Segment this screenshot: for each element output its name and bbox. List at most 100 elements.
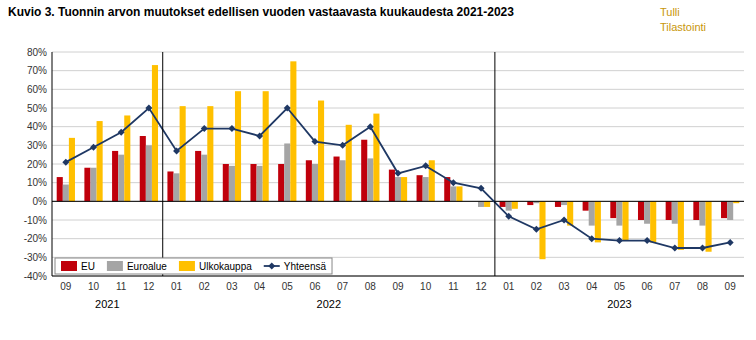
group-divider [162, 52, 163, 276]
bar [373, 114, 379, 202]
marker [62, 159, 69, 166]
legend-swatch [61, 261, 77, 271]
bar [555, 201, 561, 207]
bar [152, 65, 158, 201]
bar [167, 171, 173, 201]
bar [417, 175, 423, 201]
bar [699, 201, 705, 225]
marker [478, 185, 485, 192]
bar [512, 201, 518, 208]
bar [622, 201, 628, 240]
bar [506, 201, 512, 210]
x-tick-label: 12 [475, 281, 487, 292]
marker [561, 217, 568, 224]
x-tick-label: 08 [365, 281, 377, 292]
legend: EUEuroalueUlkokauppaYhteensä [55, 258, 332, 274]
bar [666, 201, 672, 220]
legend-frame [55, 258, 332, 274]
x-tick-label: 09 [725, 281, 737, 292]
x-tick-label: 01 [503, 281, 515, 292]
bar [201, 155, 207, 202]
marker [533, 226, 540, 233]
title: Kuvio 3. Tuonnin arvon muutokset edellis… [8, 5, 514, 19]
x-tick-label: 04 [586, 281, 598, 292]
marker [505, 213, 512, 220]
y-tick-label: -30% [24, 252, 47, 263]
y-tick-label: 50% [27, 103, 47, 114]
bar [97, 121, 103, 201]
bar [644, 201, 650, 223]
bar [583, 201, 589, 210]
bar [638, 201, 644, 220]
y-tick-label: 30% [27, 140, 47, 151]
bar [589, 201, 595, 225]
x-tick-label: 05 [282, 281, 294, 292]
bar [610, 201, 616, 218]
bar [456, 186, 462, 201]
group-label: 2021 [95, 298, 119, 310]
x-tick-label: 11 [116, 281, 127, 292]
bar [693, 201, 699, 220]
bar [84, 168, 90, 202]
bar [250, 164, 256, 201]
marker [145, 105, 152, 112]
marker [588, 235, 595, 242]
legend-label: Yhteensä [284, 261, 327, 272]
line [66, 108, 730, 248]
x-tick-label: 07 [337, 281, 349, 292]
marker [395, 170, 402, 177]
x-tick-label: 01 [171, 281, 183, 292]
bar [616, 201, 622, 225]
bar [650, 201, 656, 242]
marker [201, 125, 208, 132]
bar [284, 143, 290, 201]
x-tick-label: 03 [226, 281, 238, 292]
marker [727, 239, 734, 246]
bar [57, 177, 63, 201]
bar [174, 173, 180, 201]
marker [284, 105, 291, 112]
bar [140, 136, 146, 201]
legend-swatch [268, 263, 275, 270]
x-tick-label: 06 [642, 281, 654, 292]
bar [207, 106, 213, 201]
grid-line [52, 238, 744, 239]
marker [671, 245, 678, 252]
marker [228, 125, 235, 132]
bar [223, 164, 229, 201]
x-tick-label: 09 [60, 281, 72, 292]
legend-swatch [179, 261, 195, 271]
bar-series [63, 143, 733, 225]
grid-line [52, 52, 744, 53]
legend-label: Euroalue [127, 261, 167, 272]
bar [195, 151, 201, 201]
marker [699, 245, 706, 252]
bar [429, 160, 435, 201]
marker [450, 179, 457, 186]
group-label: 2022 [317, 298, 341, 310]
marker [367, 123, 374, 130]
x-tick-label: 04 [254, 281, 266, 292]
bar [290, 61, 296, 201]
bar [500, 201, 506, 207]
marker [422, 162, 429, 169]
bar [678, 201, 684, 250]
bar [235, 91, 241, 201]
y-tick-label: 80% [27, 47, 47, 58]
bar [706, 201, 712, 251]
bar [423, 177, 429, 201]
y-tick-label: 70% [27, 65, 47, 76]
y-tick-label: -40% [24, 271, 47, 282]
legend-item: Ulkokauppa [179, 261, 252, 272]
y-tick-label: -10% [24, 215, 47, 226]
y-tick-label: 0% [33, 196, 48, 207]
bar [450, 186, 456, 201]
bar [478, 201, 484, 207]
y-tick-label: -20% [24, 233, 47, 244]
bar [112, 151, 118, 201]
y-tick-label: 60% [27, 84, 47, 95]
bar [401, 177, 407, 201]
marker [644, 237, 651, 244]
chart: Kuvio 3. Tuonnin arvon muutokset edellis… [0, 0, 756, 340]
bar [318, 101, 324, 202]
